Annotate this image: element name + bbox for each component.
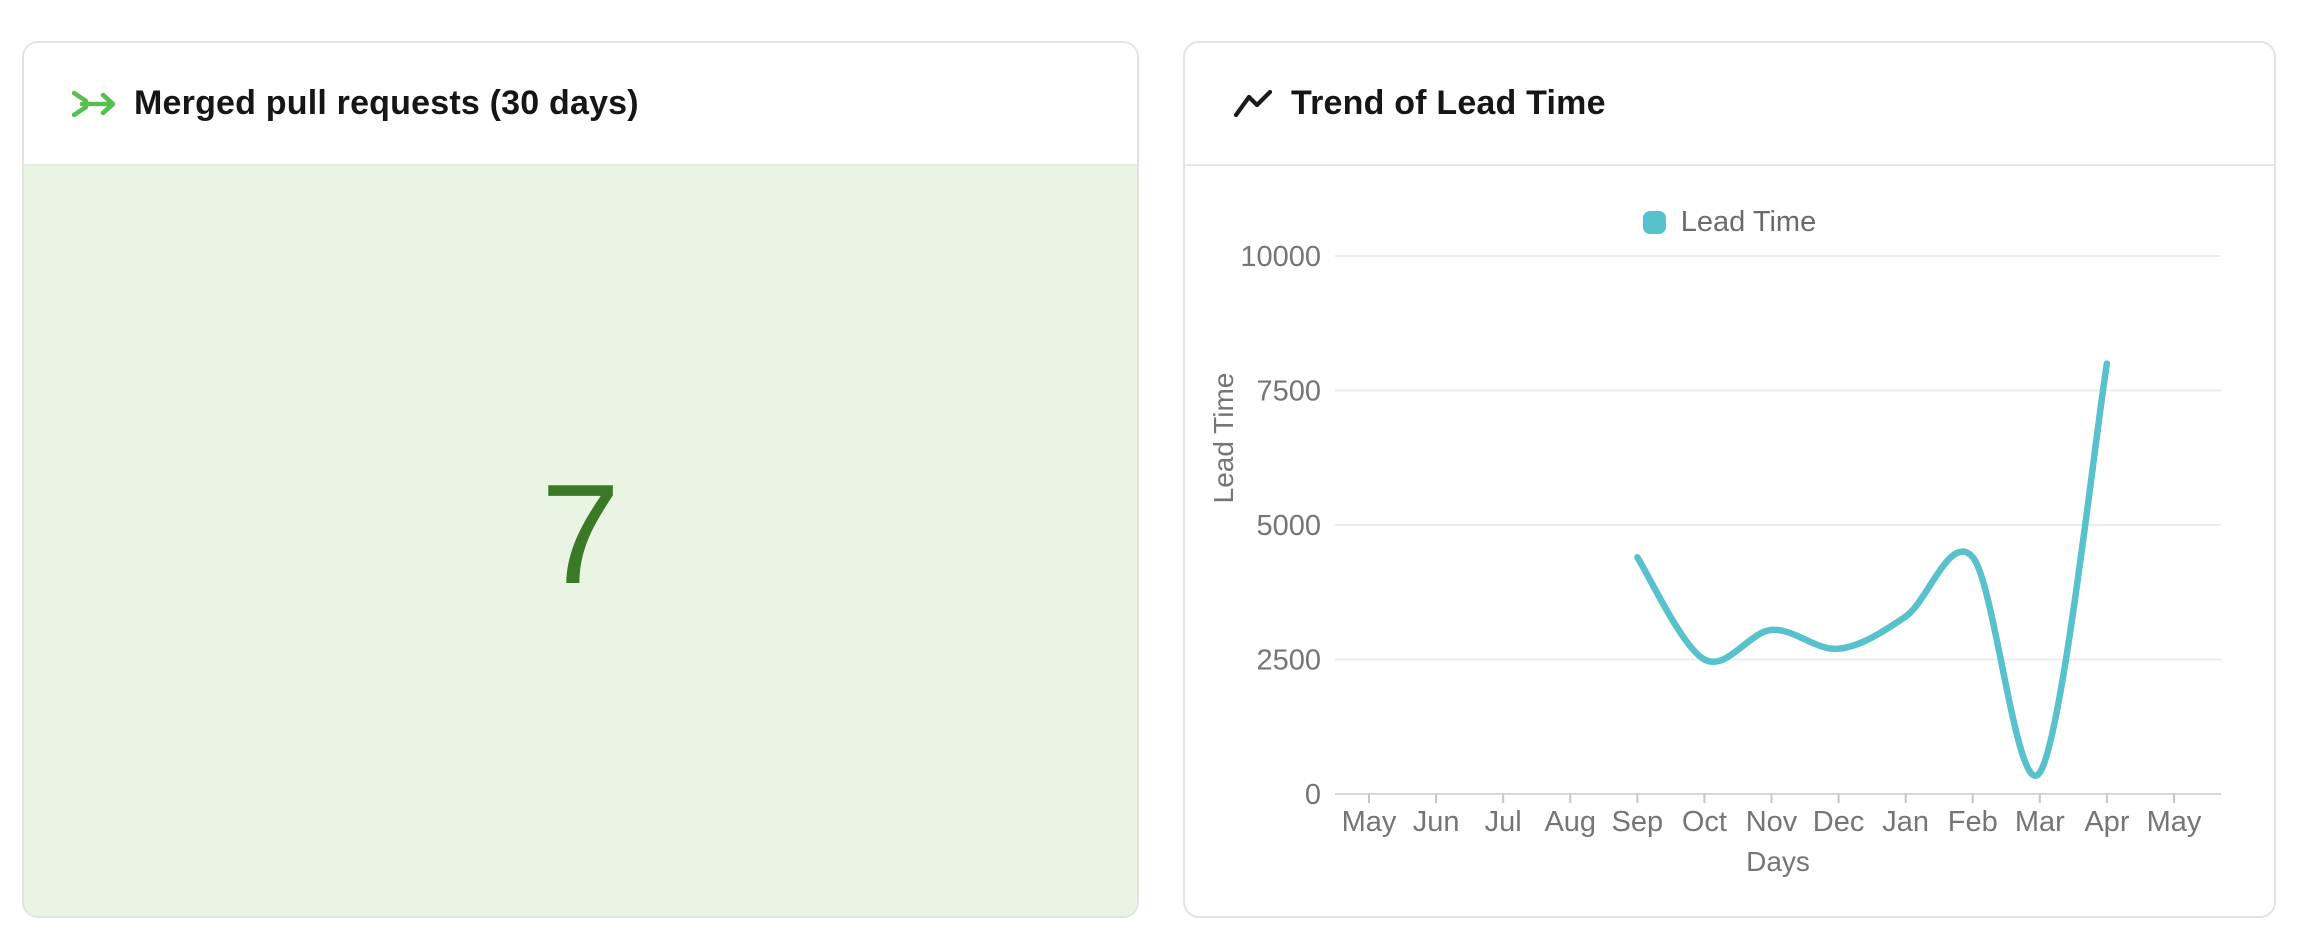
legend-label: Lead Time (1680, 206, 1817, 238)
x-tick-label: Jun (1413, 806, 1460, 838)
x-tick-label: Mar (2015, 806, 2065, 838)
trend-line-icon (1233, 89, 1273, 117)
lead-time-trend-card: Trend of Lead Time 0 2500 5000 7500 10000 May… (1183, 41, 2276, 918)
x-axis-title: Days (1746, 846, 1810, 877)
y-tick-label: 7500 (1256, 376, 1321, 408)
y-axis-labels: 0 2500 5000 7500 10000 (1240, 241, 1321, 811)
legend-marker-swatch (1642, 211, 1666, 234)
x-tick-label: Sep (1612, 806, 1664, 838)
x-axis: May Jun Jul Aug Sep Oct Nov Dec Jan Feb Mar Apr May (1335, 793, 2221, 838)
legend-item-lead-time[interactable]: Lead Time (1642, 206, 1817, 239)
y-axis-title: Lead Time (1208, 372, 1239, 504)
merge-arrow-icon (72, 90, 116, 117)
y-tick-label: 5000 (1256, 510, 1321, 542)
x-tick-label: Feb (1948, 806, 1998, 838)
y-tick-label: 2500 (1256, 645, 1321, 677)
merged-pull-requests-card: Merged pull requests (30 days) 7 (22, 41, 1139, 918)
lead-time-chart-area: 0 2500 5000 7500 10000 May Jun Jul Aug Sep Oct Nov D… (1185, 166, 2274, 916)
lead-time-card-title: Trend of Lead Time (1291, 84, 1606, 122)
chart-legend: Lead Time (1185, 206, 2274, 239)
merged-pr-card-title: Merged pull requests (30 days) (134, 84, 639, 122)
x-tick-label: Aug (1544, 806, 1596, 838)
y-tick-label: 10000 (1240, 241, 1321, 273)
merged-pr-card-header: Merged pull requests (30 days) (24, 43, 1137, 166)
x-tick-label: Jan (1882, 806, 1929, 838)
x-tick-label: Apr (2084, 806, 2129, 838)
y-tick-label: 0 (1305, 779, 1321, 811)
x-tick-label: Jul (1485, 806, 1522, 838)
lead-time-card-header: Trend of Lead Time (1185, 43, 2274, 166)
x-tick-label: May (1342, 806, 1397, 838)
x-tick-label: May (2147, 806, 2202, 838)
grid-lines (1335, 255, 2221, 661)
merged-pr-metric-panel: 7 (24, 166, 1137, 916)
merged-pr-count: 7 (541, 455, 620, 614)
x-tick-label: Oct (1682, 806, 1727, 838)
x-tick-label: Dec (1813, 806, 1865, 838)
x-tick-label: Nov (1746, 806, 1798, 838)
series-line-lead-time (1634, 360, 2111, 779)
lead-time-line-chart: 0 2500 5000 7500 10000 May Jun Jul Aug Sep Oct Nov D… (1240, 241, 2221, 838)
